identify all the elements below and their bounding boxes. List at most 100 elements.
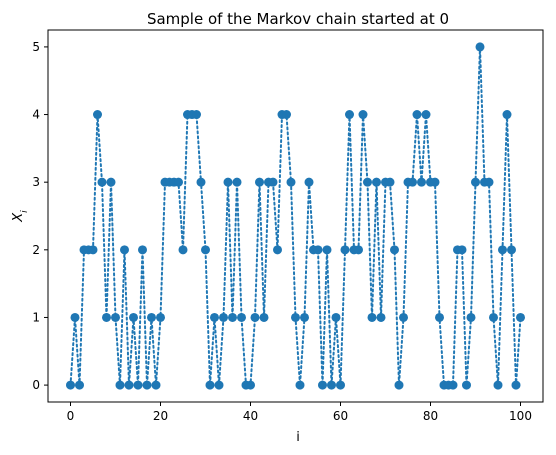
data-point bbox=[205, 380, 215, 390]
data-point bbox=[435, 312, 444, 322]
y-tick-label: 1 bbox=[32, 310, 40, 324]
data-point bbox=[156, 312, 165, 322]
data-point bbox=[484, 177, 494, 187]
data-point bbox=[471, 177, 480, 187]
data-point bbox=[129, 312, 138, 322]
data-point bbox=[259, 312, 269, 322]
plot-frame bbox=[47, 29, 544, 403]
data-point bbox=[399, 312, 408, 322]
data-point bbox=[363, 177, 372, 187]
data-point bbox=[475, 42, 485, 52]
series-markov-chain bbox=[66, 42, 525, 390]
data-point bbox=[246, 380, 255, 390]
data-point bbox=[196, 177, 206, 187]
data-point bbox=[97, 177, 107, 187]
data-point bbox=[232, 177, 242, 187]
data-point bbox=[268, 177, 278, 187]
data-point bbox=[219, 312, 228, 322]
data-point bbox=[318, 380, 327, 390]
data-point bbox=[331, 312, 341, 322]
data-point bbox=[66, 380, 75, 390]
data-point bbox=[507, 245, 516, 255]
data-point bbox=[250, 312, 260, 322]
data-point bbox=[336, 380, 345, 390]
x-tick-label: 20 bbox=[153, 409, 168, 423]
data-point bbox=[178, 245, 188, 255]
data-point bbox=[502, 110, 512, 120]
data-point bbox=[286, 177, 296, 187]
data-point bbox=[367, 312, 377, 322]
y-axis-label: Xi bbox=[11, 210, 30, 223]
data-point bbox=[111, 312, 120, 322]
data-point bbox=[394, 380, 404, 390]
data-point bbox=[313, 245, 323, 255]
data-point bbox=[273, 245, 282, 255]
data-point bbox=[430, 177, 440, 187]
x-tick-label: 100 bbox=[509, 409, 532, 423]
data-point bbox=[421, 110, 431, 120]
data-point bbox=[340, 245, 350, 255]
data-point bbox=[282, 110, 291, 120]
data-point bbox=[106, 177, 116, 187]
y-tick-label: 4 bbox=[32, 108, 40, 122]
data-point bbox=[466, 312, 476, 322]
data-point bbox=[214, 380, 224, 390]
data-point bbox=[489, 312, 498, 322]
data-point bbox=[174, 177, 183, 187]
data-point bbox=[457, 245, 467, 255]
data-point bbox=[304, 177, 314, 187]
data-point bbox=[354, 245, 363, 255]
data-point bbox=[372, 177, 381, 187]
data-point bbox=[498, 245, 507, 255]
data-point bbox=[493, 380, 503, 390]
x-tick-label: 60 bbox=[333, 409, 348, 423]
data-point bbox=[462, 380, 471, 390]
chart-title: Sample of the Markov chain started at 0 bbox=[147, 10, 449, 28]
y-tick-label: 0 bbox=[32, 378, 40, 392]
data-point bbox=[408, 177, 417, 187]
data-point bbox=[417, 177, 426, 187]
data-point bbox=[210, 312, 219, 322]
data-point bbox=[327, 380, 336, 390]
data-point bbox=[120, 245, 129, 255]
data-point bbox=[385, 177, 395, 187]
data-point bbox=[291, 312, 300, 322]
data-point bbox=[228, 312, 237, 322]
data-point bbox=[295, 380, 305, 390]
data-point bbox=[124, 380, 134, 390]
x-axis-label: i bbox=[296, 430, 300, 445]
data-point bbox=[115, 380, 125, 390]
data-point bbox=[88, 245, 98, 255]
data-point bbox=[376, 312, 386, 322]
data-point bbox=[102, 312, 111, 322]
data-point bbox=[390, 245, 399, 255]
data-point bbox=[448, 380, 458, 390]
x-tick-label: 40 bbox=[243, 409, 258, 423]
data-point bbox=[300, 312, 309, 322]
x-tick-label: 80 bbox=[423, 409, 438, 423]
data-point bbox=[516, 312, 525, 322]
series-line bbox=[69, 46, 522, 387]
y-tick-label: 2 bbox=[32, 243, 40, 257]
y-axis: 0 1 2 3 4 5 bbox=[32, 40, 48, 392]
data-point bbox=[138, 245, 147, 255]
data-point bbox=[345, 110, 354, 120]
x-axis: 0 20 40 60 80 100 bbox=[67, 402, 532, 423]
data-point bbox=[412, 110, 422, 120]
data-point bbox=[142, 380, 152, 390]
data-point bbox=[192, 110, 201, 120]
data-point bbox=[255, 177, 264, 187]
y-tick-label: 3 bbox=[32, 175, 40, 189]
data-point bbox=[223, 177, 233, 187]
x-tick-label: 0 bbox=[67, 409, 75, 423]
y-tick-label: 5 bbox=[32, 40, 40, 54]
data-point bbox=[322, 245, 332, 255]
data-point bbox=[93, 110, 102, 120]
data-point bbox=[201, 245, 210, 255]
data-point bbox=[511, 380, 521, 390]
data-point bbox=[151, 380, 161, 390]
data-point bbox=[75, 380, 84, 390]
data-point bbox=[147, 312, 156, 322]
data-point bbox=[133, 380, 143, 390]
